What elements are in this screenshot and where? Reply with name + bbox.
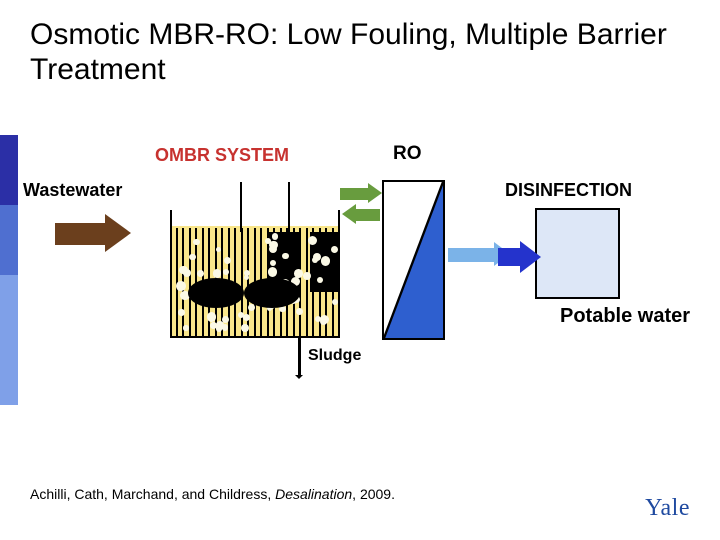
ro-unit	[382, 180, 445, 340]
citation: Achilli, Cath, Marchand, and Childress, …	[30, 486, 395, 502]
title-area: Osmotic MBR-RO: Low Fouling, Multiple Ba…	[30, 18, 690, 87]
citation-year: , 2009.	[352, 486, 395, 502]
wastewater-label: Wastewater	[23, 180, 122, 201]
slide-root: Osmotic MBR-RO: Low Fouling, Multiple Ba…	[0, 0, 720, 540]
stirrer-1	[188, 278, 244, 308]
ombr-tank	[170, 210, 340, 338]
process-diagram: OMBR SYSTEM RO DISINFECTION Wastewater S…	[0, 140, 720, 440]
ombr-system-label: OMBR SYSTEM	[155, 145, 289, 166]
sludge-label: Sludge	[308, 347, 361, 365]
citation-journal: Desalination	[275, 486, 352, 502]
yale-logo: Yale	[645, 495, 690, 522]
citation-authors: Achilli, Cath, Marchand, and Childress,	[30, 486, 275, 502]
ro-membrane-split	[384, 182, 443, 338]
drawsolution-riser-1	[240, 182, 242, 232]
stirrer-2	[244, 278, 300, 308]
disinfection-box	[535, 208, 620, 299]
ro-label: RO	[393, 143, 422, 165]
potable-water-label: Potable water	[560, 305, 690, 327]
page-title: Osmotic MBR-RO: Low Fouling, Multiple Ba…	[30, 18, 690, 87]
disinfection-label: DISINFECTION	[505, 180, 632, 201]
drawsolution-riser-2	[288, 182, 290, 232]
